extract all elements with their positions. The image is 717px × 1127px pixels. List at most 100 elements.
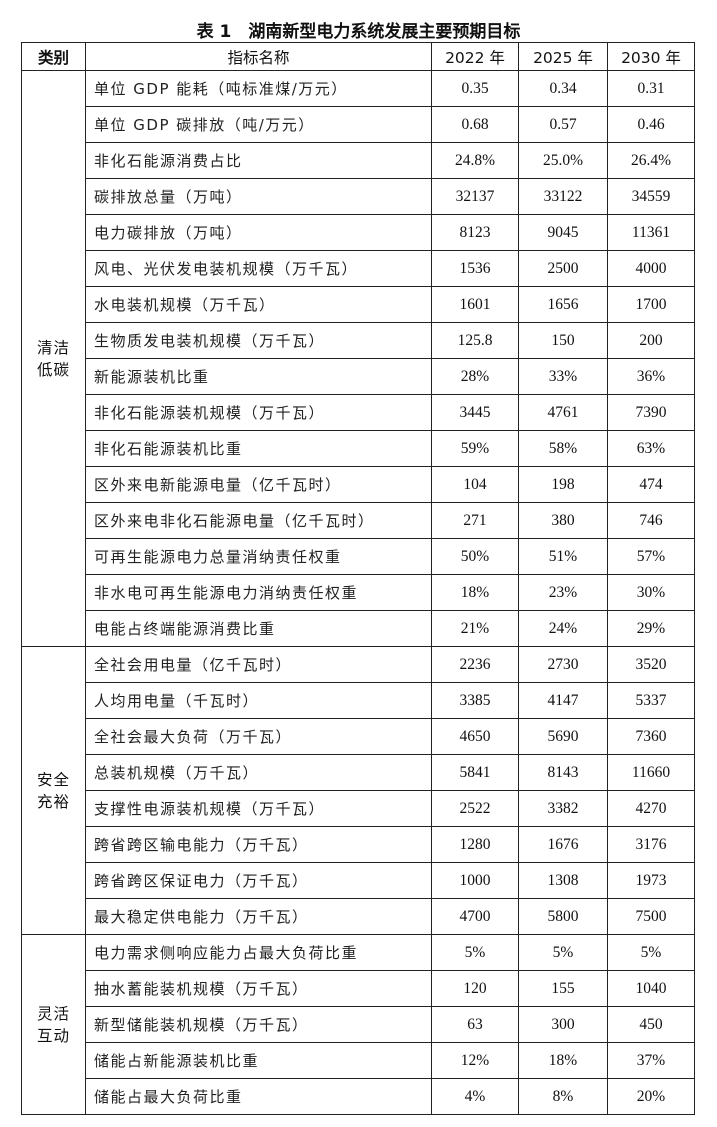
value-2022: 125.8 (431, 322, 519, 359)
value-2022: 5% (431, 934, 519, 971)
table-row: 最大稳定供电能力（万千瓦） 4700 5800 7500 (22, 898, 695, 935)
value-2030: 37% (607, 1042, 695, 1079)
value-2022: 4% (431, 1078, 519, 1115)
value-2025: 9045 (518, 214, 608, 251)
category-label: 充裕 (36, 792, 70, 811)
indicator-name: 储能占最大负荷比重 (85, 1078, 432, 1115)
value-2030: 57% (607, 538, 695, 575)
indicator-name: 风电、光伏发电装机规模（万千瓦） (85, 250, 432, 287)
indicator-name: 非化石能源消费占比 (85, 142, 432, 179)
value-2022: 5841 (431, 754, 519, 791)
value-2025: 18% (518, 1042, 608, 1079)
value-2022: 63 (431, 1006, 519, 1043)
value-2025: 25.0% (518, 142, 608, 179)
indicator-name: 支撑性电源装机规模（万千瓦） (85, 790, 432, 827)
value-2025: 150 (518, 322, 608, 359)
table-row: 抽水蓄能装机规模（万千瓦） 120 155 1040 (22, 970, 695, 1007)
value-2022: 50% (431, 538, 519, 575)
value-2025: 1676 (518, 826, 608, 863)
table-row: 区外来电新能源电量（亿千瓦时） 104 198 474 (22, 466, 695, 503)
indicator-name: 碳排放总量（万吨） (85, 178, 432, 215)
indicator-name: 电力碳排放（万吨） (85, 214, 432, 251)
value-2025: 2500 (518, 250, 608, 287)
value-2022: 120 (431, 970, 519, 1007)
value-2025: 0.57 (518, 106, 608, 143)
table-title: 表 1 湖南新型电力系统发展主要预期目标 (196, 22, 521, 42)
value-2022: 3445 (431, 394, 519, 431)
category-cell: 安全 充裕 (21, 646, 86, 935)
table-row: 人均用电量（千瓦时） 3385 4147 5337 (22, 682, 695, 719)
table-row: 非化石能源消费占比 24.8% 25.0% 26.4% (22, 142, 695, 179)
value-2030: 0.31 (607, 70, 695, 107)
table-row: 碳排放总量（万吨） 32137 33122 34559 (22, 178, 695, 215)
table-row: 风电、光伏发电装机规模（万千瓦） 1536 2500 4000 (22, 250, 695, 287)
value-2025: 4147 (518, 682, 608, 719)
value-2025: 3382 (518, 790, 608, 827)
table-row: 清洁 低碳 单位 GDP 能耗（吨标准煤/万元） 0.35 0.34 0.31 (21, 70, 695, 647)
value-2022: 24.8% (431, 142, 519, 179)
value-2025: 33% (518, 358, 608, 395)
indicator-name: 单位 GDP 碳排放（吨/万元） (85, 106, 432, 143)
indicator-name: 跨省跨区保证电力（万千瓦） (85, 862, 432, 899)
value-2022: 4700 (431, 898, 519, 935)
value-2030: 450 (607, 1006, 695, 1043)
indicator-name: 可再生能源电力总量消纳责任权重 (85, 538, 432, 575)
table-row: 全社会最大负荷（万千瓦） 4650 5690 7360 (22, 718, 695, 755)
value-2025: 5% (518, 934, 608, 971)
value-2025: 51% (518, 538, 608, 575)
header-2030: 2030 年 (607, 42, 695, 71)
value-2022: 59% (431, 430, 519, 467)
value-2030: 3176 (607, 826, 695, 863)
value-2030: 1040 (607, 970, 695, 1007)
indicator-name: 电力需求侧响应能力占最大负荷比重 (85, 934, 432, 971)
category-cell: 清洁 低碳 (21, 70, 86, 647)
table-row: 灵活 互动 电力需求侧响应能力占最大负荷比重 5% 5% 5% (21, 934, 695, 1115)
value-2022: 2522 (431, 790, 519, 827)
header-2025: 2025 年 (518, 42, 608, 71)
value-2025: 380 (518, 502, 608, 539)
value-2022: 0.35 (431, 70, 519, 107)
table-row: 非化石能源装机比重 59% 58% 63% (22, 430, 695, 467)
value-2030: 4270 (607, 790, 695, 827)
value-2025: 8143 (518, 754, 608, 791)
value-2030: 3520 (607, 646, 695, 683)
value-2025: 58% (518, 430, 608, 467)
table-row: 支撑性电源装机规模（万千瓦） 2522 3382 4270 (22, 790, 695, 827)
category-label: 安全 (36, 770, 70, 789)
header-row: 类别 指标名称 2022 年 2025 年 2030 年 (21, 42, 695, 71)
value-2025: 155 (518, 970, 608, 1007)
indicator-name: 全社会最大负荷（万千瓦） (85, 718, 432, 755)
indicator-name: 总装机规模（万千瓦） (85, 754, 432, 791)
value-2025: 8% (518, 1078, 608, 1115)
value-2022: 18% (431, 574, 519, 611)
value-2030: 11660 (607, 754, 695, 791)
indicator-name: 全社会用电量（亿千瓦时） (85, 646, 432, 683)
value-2025: 0.34 (518, 70, 608, 107)
value-2022: 1000 (431, 862, 519, 899)
table-row: 储能占新能源装机比重 12% 18% 37% (22, 1042, 695, 1079)
indicator-name: 新型储能装机规模（万千瓦） (85, 1006, 432, 1043)
value-2025: 2730 (518, 646, 608, 683)
value-2030: 1973 (607, 862, 695, 899)
value-2030: 26.4% (607, 142, 695, 179)
indicator-name: 电能占终端能源消费比重 (85, 610, 432, 647)
indicator-name: 储能占新能源装机比重 (85, 1042, 432, 1079)
indicator-name: 非化石能源装机比重 (85, 430, 432, 467)
table-row: 单位 GDP 碳排放（吨/万元） 0.68 0.57 0.46 (22, 106, 695, 143)
value-2022: 8123 (431, 214, 519, 251)
value-2030: 7390 (607, 394, 695, 431)
value-2022: 3385 (431, 682, 519, 719)
header-category: 类别 (21, 42, 86, 71)
table-row: 非水电可再生能源电力消纳责任权重 18% 23% 30% (22, 574, 695, 611)
table-row: 可再生能源电力总量消纳责任权重 50% 51% 57% (22, 538, 695, 575)
header-2022: 2022 年 (431, 42, 519, 71)
indicator-name: 人均用电量（千瓦时） (85, 682, 432, 719)
value-2022: 1536 (431, 250, 519, 287)
value-2022: 21% (431, 610, 519, 647)
value-2025: 23% (518, 574, 608, 611)
targets-table: 类别 指标名称 2022 年 2025 年 2030 年 清洁 低碳 单位 GDP … (21, 42, 695, 1115)
value-2022: 4650 (431, 718, 519, 755)
value-2030: 30% (607, 574, 695, 611)
value-2022: 104 (431, 466, 519, 503)
category-label: 灵活 (36, 1004, 70, 1023)
